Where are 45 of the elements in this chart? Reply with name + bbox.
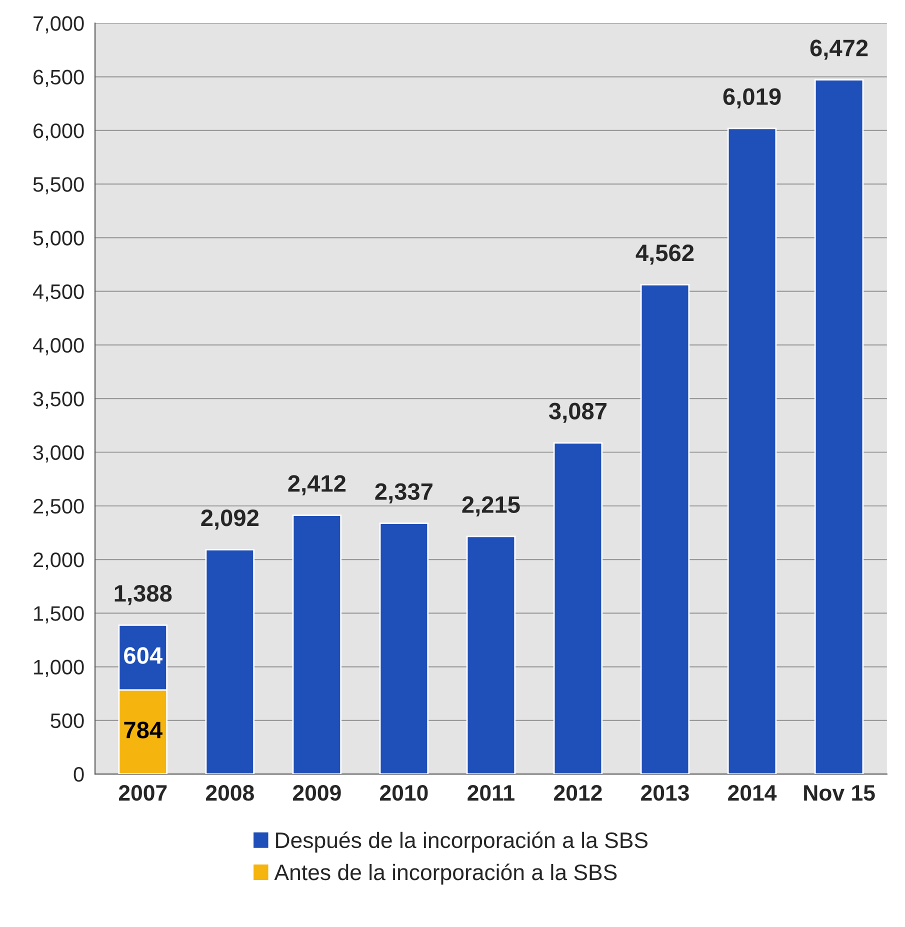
- x-tick-label: 2009: [292, 785, 341, 801]
- bar: [727, 128, 777, 774]
- y-tick-label: 2,500: [34, 498, 84, 516]
- bar: [292, 514, 342, 774]
- total-label: 2,092: [201, 509, 259, 530]
- y-tick-label: 5,500: [33, 177, 84, 194]
- data-label: 604: [124, 647, 162, 664]
- y-tick-label: 2,000: [34, 552, 84, 570]
- x-tick-label: 2010: [380, 785, 428, 801]
- total-label: 6,472: [810, 40, 868, 60]
- bar: [205, 548, 255, 774]
- x-tick-label: Nov 15: [804, 785, 875, 801]
- x-tick-label: 2008: [206, 785, 254, 801]
- y-tick-label: 500: [50, 713, 84, 728]
- bar: [379, 522, 429, 774]
- y-tick-label: 4,500: [32, 284, 84, 302]
- y-tick-label: 3,000: [33, 445, 84, 462]
- total-label: 4,562: [636, 244, 694, 265]
- legend-label: Después de la incorporación a la SBS: [276, 832, 648, 853]
- y-tick-label: 6,000: [34, 123, 84, 141]
- total-label: 1,388: [114, 585, 172, 606]
- x-tick-label: 2013: [641, 785, 689, 801]
- total-label: 2,412: [288, 475, 346, 496]
- x-tick-label: 2014: [728, 785, 777, 801]
- x-tick-label: 2007: [118, 785, 167, 801]
- y-tick-label: 3,500: [33, 392, 84, 409]
- y-tick-label: 4,000: [32, 338, 84, 356]
- y-tick-label: 7,000: [34, 16, 84, 34]
- x-tick-label: 2012: [554, 785, 602, 801]
- total-label: 6,019: [723, 88, 781, 108]
- y-tick-label: 1,000: [34, 660, 84, 677]
- y-tick-label: 1,500: [34, 606, 84, 624]
- x-tick-label: 2011: [468, 785, 514, 801]
- bar: [640, 284, 690, 774]
- total-label: 2,337: [375, 483, 432, 504]
- data-label: 784: [124, 722, 162, 738]
- y-tick-label: 6,500: [34, 70, 84, 88]
- y-tick-label: 5,000: [33, 230, 84, 248]
- total-label: 3,087: [548, 402, 606, 423]
- y-tick-label: 0: [74, 767, 84, 782]
- legend-label: Antes de la incorporación a la SBS: [274, 864, 617, 885]
- bar: [553, 442, 603, 774]
- bar: [814, 79, 864, 774]
- bar: [466, 536, 516, 774]
- total-label: 2,215: [462, 496, 520, 516]
